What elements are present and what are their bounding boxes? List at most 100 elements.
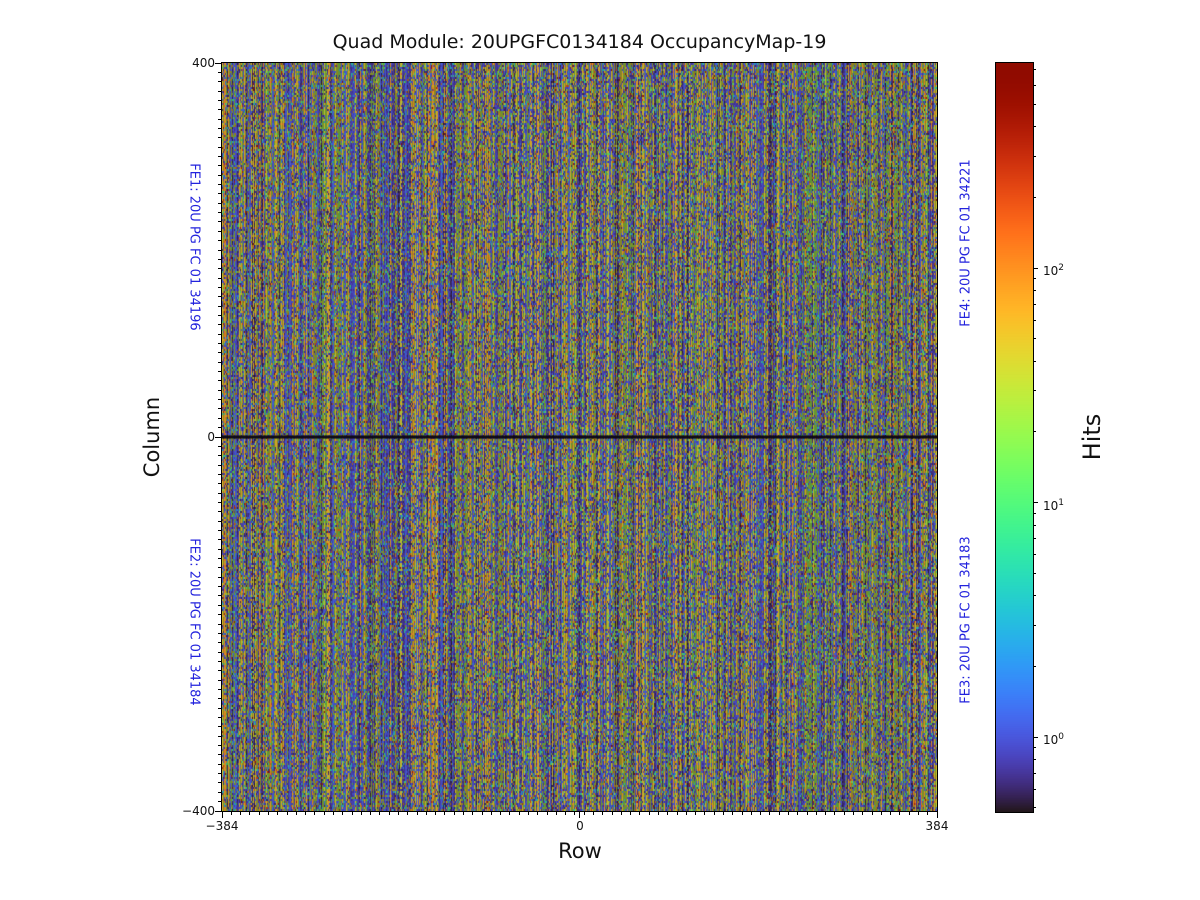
tick-mark — [741, 812, 743, 815]
tick-mark — [825, 812, 827, 815]
tick-mark — [218, 511, 221, 513]
tick-mark — [527, 812, 529, 815]
tick-mark — [218, 352, 221, 354]
tick-mark — [218, 389, 221, 391]
tick-mark — [218, 576, 221, 578]
tick-mark — [1033, 624, 1036, 626]
tick-mark — [240, 812, 242, 815]
tick-mark — [750, 812, 752, 815]
tick-mark — [218, 726, 221, 728]
tick-mark — [218, 707, 221, 709]
tick-mark — [218, 464, 221, 466]
tick-mark — [462, 812, 464, 815]
tick-mark — [1033, 390, 1036, 392]
tick-mark — [218, 333, 221, 335]
tick-mark — [218, 651, 221, 653]
tick-mark — [370, 812, 372, 815]
tick-mark — [397, 812, 399, 815]
tick-mark — [218, 258, 221, 260]
tick-mark — [583, 812, 585, 815]
tick-mark — [713, 812, 715, 815]
tick-mark — [218, 240, 221, 242]
tick-mark — [218, 137, 221, 139]
tick-mark — [218, 99, 221, 101]
tick-mark — [218, 118, 221, 120]
tick-mark — [1033, 126, 1036, 128]
tick-mark — [218, 268, 221, 270]
tick-mark — [218, 660, 221, 662]
tick-mark — [218, 717, 221, 718]
tick-mark — [249, 812, 251, 815]
tick-mark — [472, 812, 474, 815]
tick-mark — [218, 492, 221, 494]
tick-mark — [1033, 759, 1036, 761]
y-tick-label-bottom: −400 — [182, 804, 215, 818]
tick-mark — [218, 642, 221, 644]
fe2-label: FE2: 20U PG FC 01 34184 — [186, 538, 202, 706]
colorbar-tick-100: 102 — [1043, 263, 1065, 278]
tick-mark — [218, 604, 221, 606]
tick-mark — [676, 812, 678, 815]
tick-mark — [218, 184, 221, 186]
tick-mark — [215, 436, 221, 438]
tick-mark — [565, 812, 567, 815]
tick-mark — [218, 277, 221, 279]
tick-mark — [351, 812, 353, 815]
tick-mark — [546, 812, 548, 815]
tick-mark — [435, 812, 437, 815]
tick-mark — [787, 812, 789, 815]
tick-mark — [1033, 360, 1036, 362]
tick-mark — [277, 812, 279, 815]
tick-mark — [218, 343, 221, 344]
occupancy-heatmap — [222, 63, 937, 811]
tick-mark — [620, 812, 622, 815]
y-tick-label-mid: 0 — [207, 430, 215, 444]
tick-mark — [314, 812, 316, 815]
tick-mark — [218, 249, 221, 251]
tick-mark — [1033, 196, 1036, 198]
tick-mark — [218, 473, 221, 475]
tick-mark — [890, 812, 892, 815]
tick-mark — [1033, 303, 1036, 305]
tick-mark — [218, 614, 221, 616]
tick-mark — [218, 501, 221, 503]
tick-mark — [416, 812, 418, 815]
colorbar-label: Hits — [1078, 413, 1106, 461]
tick-mark — [685, 812, 687, 815]
tick-mark — [218, 296, 221, 298]
tick-mark — [218, 305, 221, 307]
tick-mark — [218, 156, 221, 157]
colorbar-tick-1: 100 — [1043, 732, 1065, 747]
tick-mark — [1033, 290, 1036, 292]
tick-mark — [481, 812, 483, 815]
tick-mark — [218, 586, 221, 588]
tick-mark — [1033, 788, 1036, 790]
tick-mark — [218, 558, 221, 560]
tick-mark — [379, 812, 381, 815]
tick-mark — [1033, 772, 1036, 774]
tick-mark — [218, 455, 221, 457]
tick-mark — [695, 812, 697, 815]
tick-mark — [1033, 85, 1036, 87]
tick-mark — [218, 399, 221, 401]
tick-mark — [579, 812, 580, 818]
tick-mark — [218, 361, 221, 363]
tick-mark — [1033, 572, 1036, 574]
tick-mark — [218, 427, 221, 429]
tick-mark — [500, 812, 502, 815]
tick-mark — [218, 791, 221, 793]
tick-mark — [218, 230, 221, 232]
y-tick-label-top: 400 — [192, 56, 215, 70]
tick-mark — [509, 812, 511, 815]
tick-mark — [218, 595, 221, 597]
tick-mark — [218, 324, 221, 326]
tick-mark — [218, 801, 221, 803]
tick-mark — [722, 812, 724, 815]
tick-mark — [815, 812, 817, 815]
colorbar — [995, 62, 1034, 813]
tick-mark — [218, 202, 221, 204]
tick-mark — [332, 812, 334, 815]
tick-mark — [218, 539, 221, 541]
chart-title: Quad Module: 20UPGFC0134184 OccupancyMap… — [332, 31, 827, 53]
tick-mark — [555, 812, 557, 815]
